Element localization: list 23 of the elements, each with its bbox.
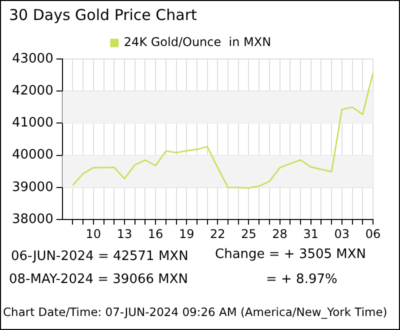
text: 08-MAY-2024 = 39066 MXN	[9, 272, 188, 287]
x-tick-label: 03	[334, 226, 350, 241]
y-tick-label: 41000	[12, 116, 54, 131]
x-tick-label: 06	[365, 226, 381, 241]
x-tick-label: 10	[86, 226, 102, 241]
x-tick-label: 31	[303, 226, 319, 241]
text: Change = + 3505 MXN	[215, 247, 366, 262]
x-tick-label: 28	[272, 226, 288, 241]
x-tick-label: 19	[178, 226, 194, 241]
x-tick-label: 13	[116, 226, 132, 241]
text: 06-JUN-2024 = 42571 MXN	[11, 249, 188, 264]
y-tick-label: 39000	[12, 180, 54, 195]
text: = + 8.97%	[266, 272, 338, 287]
y-tick-label: 43000	[12, 51, 54, 66]
legend-label: 24K Gold/Ounce in MXN	[124, 35, 272, 50]
chart-title: 30 Days Gold Price Chart	[9, 6, 198, 24]
y-tick-label: 42000	[12, 83, 54, 98]
y-tick-label: 40000	[12, 148, 54, 163]
x-tick-label: 16	[148, 226, 164, 241]
x-tick-label: 22	[210, 226, 226, 241]
y-tick-label: 38000	[12, 212, 54, 227]
text: Chart Date/Time: 07-JUN-2024 09:26 AM (America/New_York Time)	[3, 305, 388, 319]
x-tick-label: 25	[241, 226, 256, 241]
